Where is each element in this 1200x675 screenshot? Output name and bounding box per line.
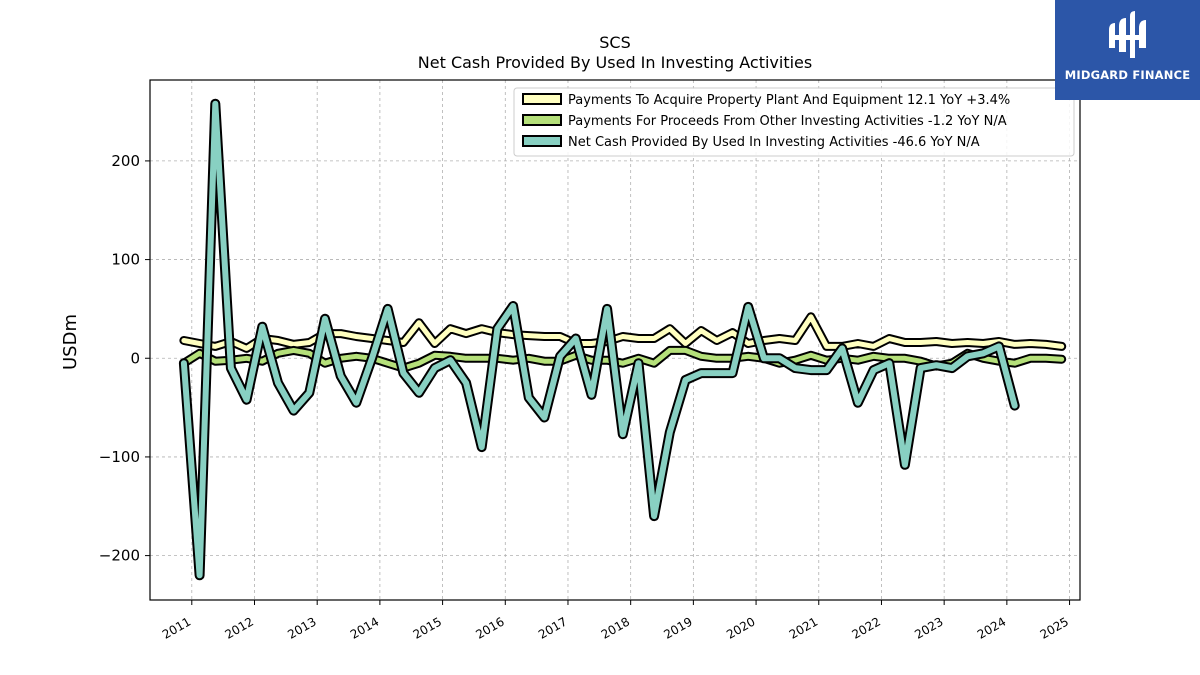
x-tick-label: 2021 [787, 614, 820, 641]
legend-label-other: Payments For Proceeds From Other Investi… [568, 114, 1007, 129]
y-tick-label: 100 [111, 251, 140, 269]
plot-frame [149, 79, 1081, 601]
x-tick-label: 2014 [348, 614, 381, 641]
x-tick-label: 2022 [850, 614, 883, 641]
chart-subtitle: Net Cash Provided By Used In Investing A… [418, 53, 812, 72]
x-tick-label: 2017 [536, 614, 569, 641]
y-tick-label: 0 [130, 349, 140, 367]
chart-title: SCS [599, 33, 630, 52]
series-line-2 [180, 100, 1018, 579]
x-tick-label: 2024 [975, 614, 1008, 641]
x-tick-label: 2023 [912, 614, 945, 641]
legend-label-net: Net Cash Provided By Used In Investing A… [568, 135, 980, 150]
y-tick-label: −200 [99, 547, 140, 565]
legend-swatch-ppe [522, 93, 562, 105]
y-tick-label: 200 [111, 152, 140, 170]
legend: Payments To Acquire Property Plant And E… [513, 87, 1075, 157]
series-line-1 [181, 347, 1065, 371]
y-axis-label: USDm [60, 314, 81, 370]
midgard-logo-icon [1109, 11, 1146, 58]
x-tick-label: 2019 [661, 614, 694, 641]
x-tick-label: 2016 [473, 614, 506, 641]
x-tick-label: 2013 [285, 614, 318, 641]
legend-box [513, 87, 1075, 157]
legend-swatch-net [522, 135, 562, 147]
series-lines [178, 98, 1067, 581]
legend-swatch-other [522, 114, 562, 126]
brand-name: MIDGARD FINANCE [1064, 68, 1191, 82]
x-tick-label: 2012 [223, 614, 256, 641]
x-tick-label: 2025 [1038, 614, 1071, 641]
x-tick-label: 2015 [411, 614, 444, 641]
y-tick-label: −100 [99, 448, 140, 466]
brand-logo: MIDGARD FINANCE [1055, 0, 1200, 100]
x-tick-label: 2018 [599, 614, 632, 641]
x-tick-label: 2011 [160, 614, 193, 641]
legend-label-ppe: Payments To Acquire Property Plant And E… [568, 93, 1010, 108]
x-tick-label: 2020 [724, 614, 757, 641]
